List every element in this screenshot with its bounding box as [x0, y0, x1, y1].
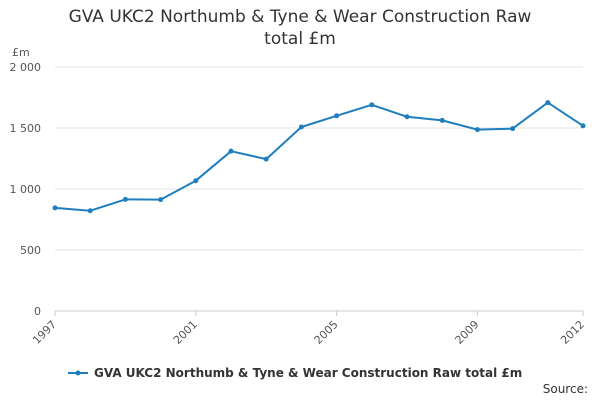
- data-point-2007: [404, 114, 410, 120]
- data-point-1998: [87, 208, 93, 214]
- y-tick-label-2000: 2 000: [10, 61, 42, 74]
- data-point-2003: [263, 156, 269, 162]
- data-point-2008: [439, 117, 445, 123]
- data-point-2001: [193, 178, 199, 184]
- data-point-2005: [334, 113, 340, 119]
- data-point-2000: [158, 197, 164, 203]
- chart-title: GVA UKC2 Northumb & Tyne & Wear Construc…: [0, 6, 600, 50]
- x-tick-label-1997: 1997: [30, 318, 59, 347]
- data-point-2006: [369, 102, 375, 108]
- x-axis: 1997 2001 2005 2009 2012: [30, 310, 587, 347]
- data-point-2012: [580, 123, 586, 129]
- data-point-1997: [52, 205, 58, 211]
- data-point-1999: [122, 196, 128, 202]
- chart-title-line-2: total £m: [264, 29, 336, 49]
- series-line-0: [54, 101, 584, 212]
- x-tick-label-2001: 2001: [171, 318, 200, 347]
- legend-entry-label: GVA UKC2 Northumb & Tyne & Wear Construc…: [94, 366, 523, 380]
- data-point-2002: [228, 148, 234, 154]
- legend-line-marker-icon: [68, 370, 88, 376]
- data-point-2009: [474, 127, 480, 133]
- gridlines: [55, 66, 583, 312]
- series-layer: [52, 100, 586, 214]
- y-tick-label-500: 500: [20, 244, 41, 257]
- x-tick-label-2005: 2005: [312, 318, 341, 347]
- y-tick-label-0: 0: [34, 305, 41, 318]
- source-label: Source:: [542, 382, 588, 396]
- chart-title-line-1: GVA UKC2 Northumb & Tyne & Wear Construc…: [68, 7, 532, 27]
- legend[interactable]: GVA UKC2 Northumb & Tyne & Wear Construc…: [68, 366, 522, 380]
- data-point-2011: [545, 100, 551, 106]
- y-tick-label-1000: 1 000: [10, 183, 42, 196]
- y-axis-label: £m: [12, 46, 30, 59]
- y-tick-label-1500: 1 500: [10, 122, 42, 135]
- data-point-2004: [298, 124, 304, 130]
- data-point-2010: [510, 126, 516, 132]
- x-tick-label-2009: 2009: [453, 318, 482, 347]
- y-tick-labels: 0 500 1 000 1 500 2 000: [10, 61, 42, 318]
- x-tick-label-2012: 2012: [558, 318, 587, 347]
